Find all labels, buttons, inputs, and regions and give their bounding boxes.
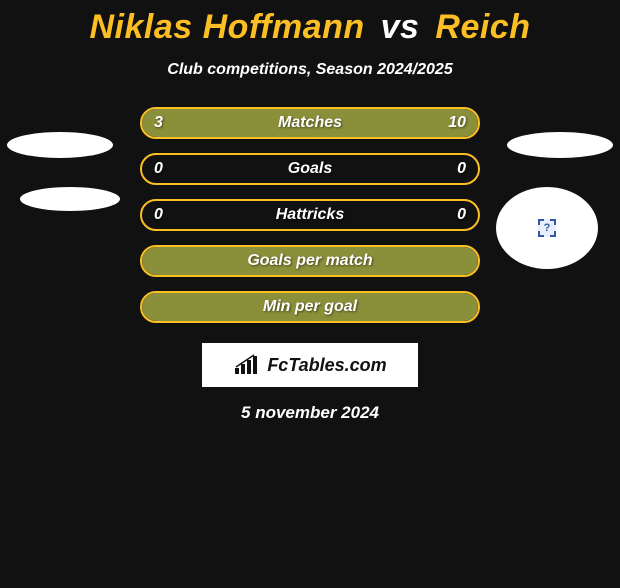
stat-value-left: 0 — [154, 160, 163, 178]
stat-row-hattricks: 0 Hattricks 0 — [140, 199, 480, 231]
stat-label: Matches — [278, 114, 342, 132]
stat-label: Min per goal — [263, 298, 357, 316]
stat-value-left: 3 — [154, 114, 163, 132]
stat-label: Hattricks — [276, 206, 344, 224]
stat-value-right: 10 — [448, 114, 466, 132]
stat-value-right: 0 — [457, 160, 466, 178]
brand-attribution[interactable]: FcTables.com — [202, 343, 418, 387]
stat-row-min-per-goal: Min per goal — [140, 291, 480, 323]
snapshot-date: 5 november 2024 — [0, 403, 620, 423]
brand-text: FcTables.com — [267, 355, 386, 376]
decorative-ellipse-top-left — [7, 132, 113, 158]
comparison-subtitle: Club competitions, Season 2024/2025 — [0, 61, 620, 79]
player-avatar-placeholder: ? — [496, 187, 598, 269]
vs-separator: vs — [381, 8, 420, 46]
player1-name: Niklas Hoffmann — [90, 8, 365, 46]
stat-row-goals-per-match: Goals per match — [140, 245, 480, 277]
missing-image-icon: ? — [538, 219, 556, 237]
stat-row-matches: 3 Matches 10 — [140, 107, 480, 139]
player2-name: Reich — [435, 8, 530, 46]
stat-fill-right — [219, 109, 478, 137]
comparison-title: Niklas Hoffmann vs Reich — [0, 8, 620, 47]
stat-label: Goals per match — [247, 252, 372, 270]
decorative-ellipse-top-right — [507, 132, 613, 158]
bar-chart-icon — [233, 354, 261, 376]
decorative-ellipse-bottom-left — [20, 187, 120, 211]
stat-value-right: 0 — [457, 206, 466, 224]
stat-value-left: 0 — [154, 206, 163, 224]
stat-label: Goals — [288, 160, 332, 178]
stat-row-goals: 0 Goals 0 — [140, 153, 480, 185]
